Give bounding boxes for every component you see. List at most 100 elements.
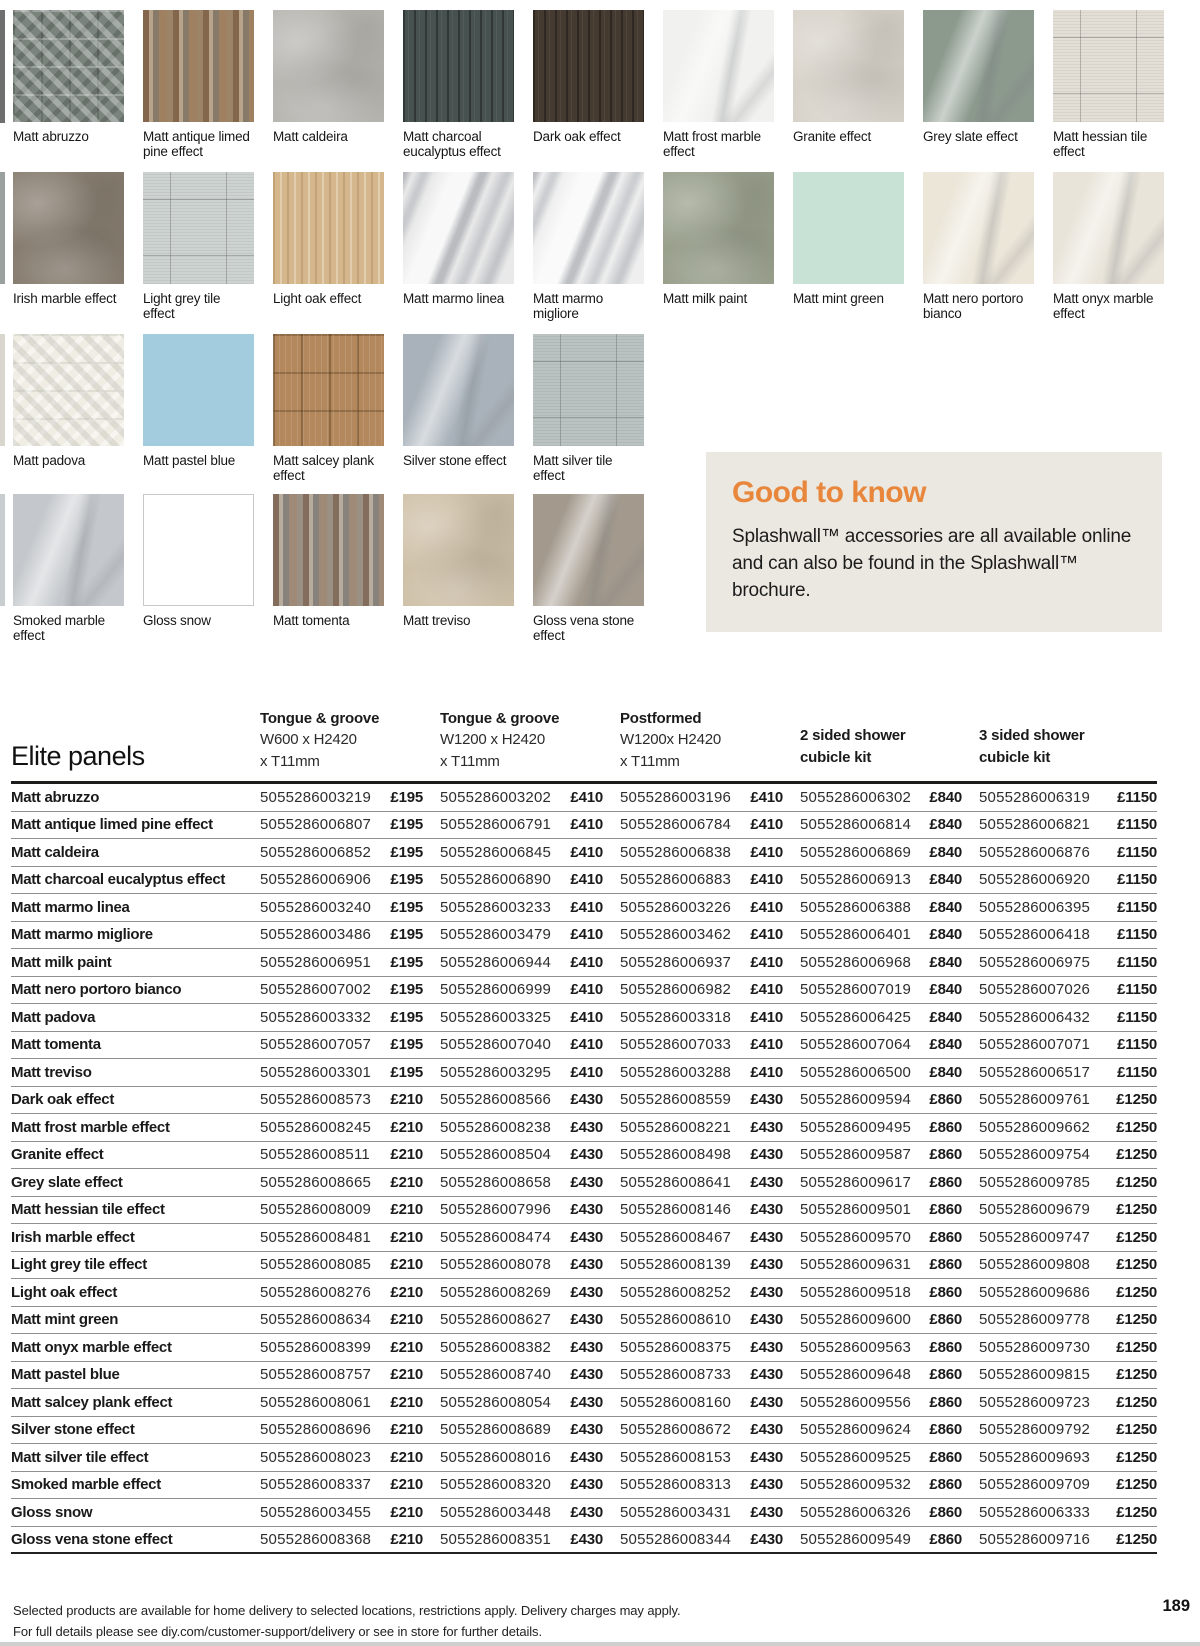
swatch-image — [13, 494, 124, 606]
table-row: Granite effect 5055286008511 £210 505528… — [11, 1142, 1157, 1169]
footer-note: Selected products are available for home… — [13, 1600, 681, 1643]
tg1200-cell: 5055286008382 £430 — [440, 1339, 620, 1356]
product-price: £1150 — [1117, 1008, 1157, 1026]
product-swatch: Matt hessian tile effect — [1053, 10, 1164, 160]
kit2-cell: 5055286009495 £860 — [800, 1119, 979, 1136]
kit2-cell: 5055286006388 £840 — [800, 899, 979, 916]
good-to-know-title: Good to know — [732, 476, 926, 509]
product-name: Smoked marble effect — [11, 1476, 161, 1494]
tg600-cell: 5055286008245 £210 — [260, 1119, 440, 1136]
product-code: 5055286008153 — [620, 1448, 732, 1466]
product-code: 5055286008146 — [620, 1201, 732, 1219]
product-price: £410 — [570, 953, 603, 971]
tg600-cell: 5055286008511 £210 — [260, 1146, 440, 1163]
product-price: £1250 — [1116, 1146, 1157, 1164]
tg1200-cell: 5055286008054 £430 — [440, 1394, 620, 1411]
tg1200-cell: 5055286008627 £430 — [440, 1311, 620, 1328]
product-price: £410 — [570, 843, 603, 861]
swatch-image — [923, 172, 1034, 284]
product-price: £430 — [750, 1256, 783, 1274]
postformed-cell: 5055286008733 £430 — [620, 1366, 800, 1383]
product-code: 5055286008689 — [440, 1421, 552, 1439]
product-code: 5055286008078 — [440, 1256, 552, 1274]
swatch-image — [13, 10, 124, 122]
product-code: 5055286003325 — [440, 1008, 552, 1026]
product-price: £410 — [750, 898, 783, 916]
tg1200-cell: 5055286008016 £430 — [440, 1449, 620, 1466]
tg600-cell: 5055286003301 £195 — [260, 1064, 440, 1081]
tg1200-cell: 5055286003202 £410 — [440, 789, 620, 806]
product-code: 5055286008368 — [260, 1530, 372, 1548]
product-code: 5055286008382 — [440, 1338, 552, 1356]
swatch-label: Matt treviso — [403, 613, 471, 628]
tg1200-cell: 5055286003295 £410 — [440, 1064, 620, 1081]
kit3-cell: 5055286009761 £1250 — [979, 1091, 1157, 1108]
product-code: 5055286003462 — [620, 926, 732, 944]
product-price: £410 — [750, 871, 783, 889]
product-code: 5055286003318 — [620, 1008, 732, 1026]
product-code: 5055286008634 — [260, 1311, 372, 1329]
product-code: 5055286009709 — [979, 1476, 1091, 1494]
product-price: £430 — [570, 1091, 603, 1109]
tg600-cell: 5055286008061 £210 — [260, 1394, 440, 1411]
product-price: £430 — [750, 1338, 783, 1356]
swatch-label: Dark oak effect — [533, 129, 621, 144]
swatch-image — [273, 10, 384, 122]
product-price: £1250 — [1116, 1201, 1157, 1219]
product-swatch: Dark oak effect — [533, 10, 644, 160]
product-price: £1250 — [1116, 1421, 1157, 1439]
column-header-2-sided-kit: 2 sided shower cubicle kit — [800, 727, 906, 766]
product-code: 5055286009600 — [800, 1311, 912, 1329]
swatch-image — [143, 10, 254, 122]
product-swatch: Matt treviso — [403, 494, 514, 644]
product-price: £410 — [750, 816, 783, 834]
table-row: Matt padova 5055286003332 £195 505528600… — [11, 1004, 1157, 1032]
product-price: £430 — [750, 1091, 783, 1109]
product-code: 5055286009761 — [979, 1091, 1091, 1109]
table-row: Irish marble effect 5055286008481 £210 5… — [11, 1224, 1157, 1252]
postformed-cell: 5055286008641 £430 — [620, 1174, 800, 1191]
product-code: 5055286007033 — [620, 1036, 732, 1054]
elite-panels-table: Elite panels Tongue & groove W600 x H242… — [11, 676, 1157, 1554]
product-price: £430 — [750, 1201, 783, 1219]
product-price: £860 — [929, 1421, 962, 1439]
product-code: 5055286008023 — [260, 1448, 372, 1466]
kit3-cell: 5055286006821 £1150 — [979, 816, 1157, 833]
product-swatch: Matt milk paint — [663, 172, 774, 322]
swatch-label: Matt antique limed pine effect — [143, 129, 250, 160]
product-price: £410 — [750, 1036, 783, 1054]
table-row: Matt mint green 5055286008634 £210 50552… — [11, 1307, 1157, 1334]
good-to-know-box: Good to know Splashwall™ accessories are… — [706, 452, 1162, 632]
postformed-cell: 5055286003288 £410 — [620, 1064, 800, 1081]
product-swatch: Matt nero portoro bianco — [923, 172, 1034, 322]
kit2-cell: 5055286006968 £840 — [800, 954, 979, 971]
page-bottom-edge — [0, 1642, 1200, 1646]
product-price: £860 — [929, 1366, 962, 1384]
product-price: £430 — [750, 1476, 783, 1494]
product-swatch: Smoked marble effect — [13, 494, 124, 644]
product-price: £410 — [750, 981, 783, 999]
table-row: Matt tomenta 5055286007057 £195 50552860… — [11, 1032, 1157, 1059]
product-code: 5055286009778 — [979, 1311, 1091, 1329]
swatch-label: Matt silver tile effect — [533, 453, 613, 484]
postformed-cell: 5055286003226 £410 — [620, 899, 800, 916]
tg1200-cell: 5055286008740 £430 — [440, 1366, 620, 1383]
swatch-image — [663, 172, 774, 284]
page-edge-artifact — [0, 172, 5, 284]
tg600-cell: 5055286003240 £195 — [260, 899, 440, 916]
product-name: Matt antique limed pine effect — [11, 816, 213, 834]
product-price: £860 — [929, 1146, 962, 1164]
postformed-cell: 5055286006937 £410 — [620, 954, 800, 971]
tg1200-cell: 5055286007040 £410 — [440, 1036, 620, 1053]
product-code: 5055286006890 — [440, 871, 552, 889]
product-code: 5055286008320 — [440, 1476, 552, 1494]
tg600-cell: 5055286008368 £210 — [260, 1531, 440, 1548]
swatch-label: Matt milk paint — [663, 291, 748, 306]
swatch-label: Gloss snow — [143, 613, 211, 628]
product-code: 5055286008085 — [260, 1256, 372, 1274]
product-code: 5055286008733 — [620, 1366, 732, 1384]
product-price: £1250 — [1116, 1256, 1157, 1274]
kit3-cell: 5055286006876 £1150 — [979, 844, 1157, 861]
product-code: 5055286006326 — [800, 1503, 912, 1521]
product-code: 5055286008221 — [620, 1118, 732, 1136]
